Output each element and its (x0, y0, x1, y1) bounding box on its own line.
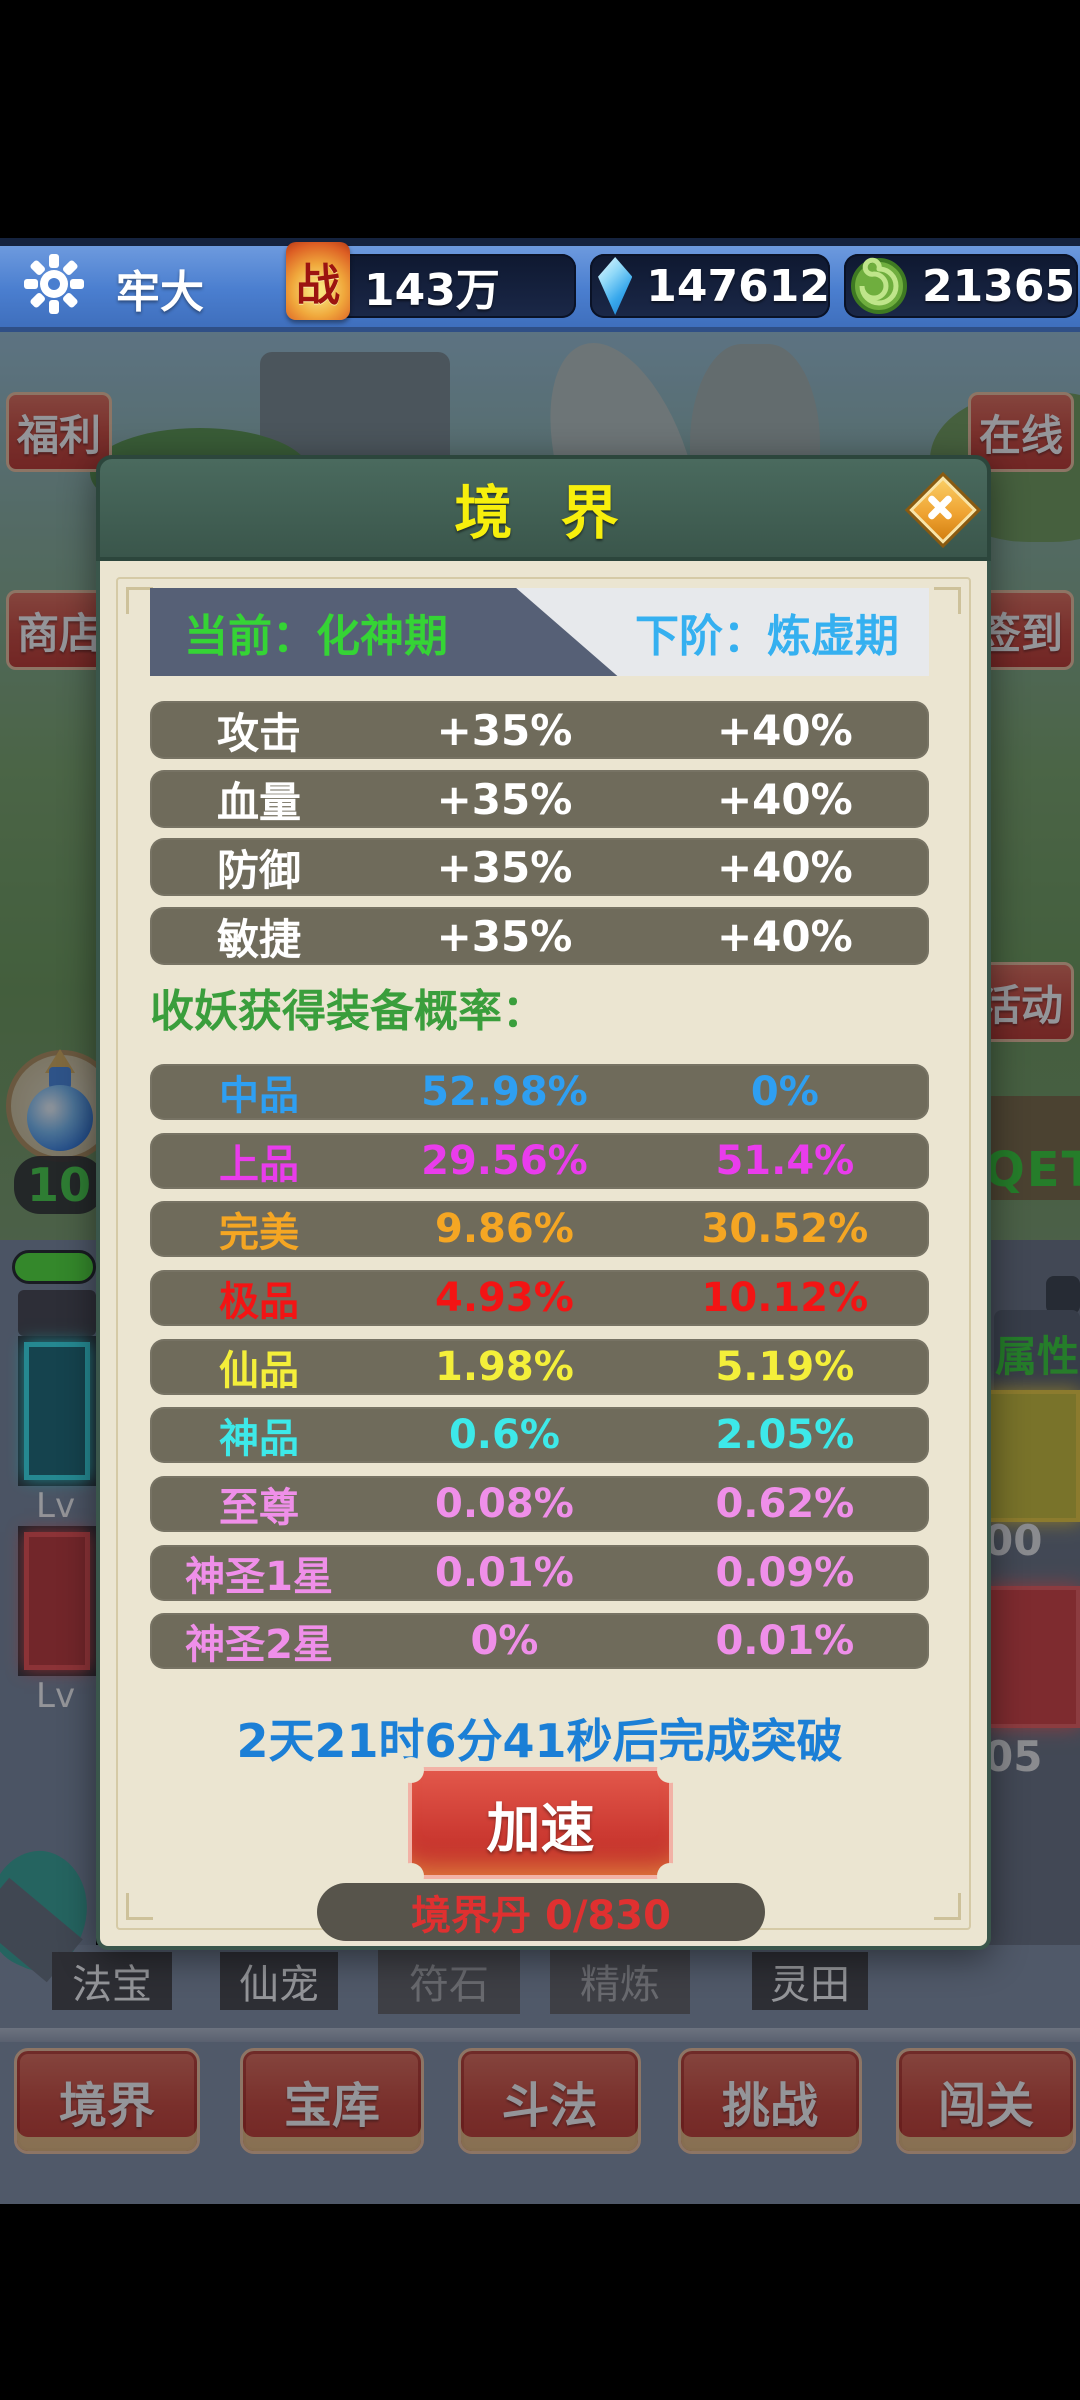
gear-icon (24, 254, 84, 314)
drop-row: 神品 0.6% 2.05% (150, 1407, 929, 1463)
nav-chuangguan[interactable]: 闯关 (896, 2048, 1076, 2154)
signin-label: 签到 (978, 608, 1063, 658)
stat-row: 敏捷 +35% +40% (150, 907, 929, 965)
nav-tiaozhan[interactable]: 挑战 (678, 2048, 862, 2154)
drop-row: 完美 9.86% 30.52% (150, 1201, 929, 1257)
current-realm-label: 当前：化神期 (184, 611, 448, 662)
nav-baoku[interactable]: 宝库 (240, 2048, 424, 2154)
tab-fabao[interactable]: 法宝 (52, 1952, 172, 2010)
crystal-icon (598, 257, 633, 315)
stat-row: 防御 +35% +40% (150, 838, 929, 896)
attributes-button[interactable]: 属性 (994, 1310, 1080, 1396)
crystal-value: 147612 (646, 260, 830, 312)
speed-up-label: 加速 (486, 1796, 595, 1860)
stat-row: 攻击 +35% +40% (150, 701, 929, 759)
crystal-currency-pill[interactable]: 147612 (590, 254, 830, 318)
nav-doufa[interactable]: 斗法 (458, 2048, 641, 2154)
welfare-button[interactable]: 福利 (6, 392, 112, 472)
realm-compare-header: 当前：化神期 下阶：炼虚期 (150, 588, 929, 676)
battle-power-value: 143万 (364, 265, 500, 316)
activity-label: 活动 (978, 980, 1063, 1030)
wooden-sign-graphic (988, 1096, 1080, 1200)
drop-row: 至尊 0.08% 0.62% (150, 1476, 929, 1532)
realm-pill-progress[interactable]: 境界丹 0/830 (317, 1883, 765, 1941)
online-label: 在线 (978, 410, 1063, 460)
shop-label: 商店 (16, 608, 101, 658)
potion-neck-graphic (49, 1067, 71, 1089)
tab-xianchong[interactable]: 仙宠 (220, 1952, 338, 2010)
panel-divider (0, 2028, 1080, 2042)
cyan-item-level: Lv (36, 1486, 76, 1526)
attributes-label: 属性 (994, 1331, 1079, 1381)
right-item-yellow[interactable] (984, 1390, 1080, 1522)
jade-currency-pill[interactable]: 21365 (844, 254, 1078, 318)
breakthrough-countdown: 2天21时6分41秒后完成突破 (236, 1714, 843, 1768)
watermark-text: QETG (984, 1142, 1080, 1198)
drop-row: 极品 4.93% 10.12% (150, 1270, 929, 1326)
close-button[interactable] (904, 471, 982, 549)
equipment-slot-cyan[interactable] (18, 1336, 96, 1486)
next-realm-label: 下阶：炼虚期 (635, 611, 899, 662)
left-dark-box (18, 1290, 96, 1336)
drop-row: 神圣2星 0% 0.01% (150, 1613, 929, 1669)
jade-icon (851, 257, 907, 314)
stat-row: 血量 +35% +40% (150, 770, 929, 828)
red-item-level: Lv (36, 1676, 76, 1716)
battle-power-icon: 战 (286, 242, 350, 320)
equipment-slot-red[interactable] (18, 1526, 96, 1676)
settings-button[interactable] (22, 252, 86, 316)
drop-row: 神圣1星 0.01% 0.09% (150, 1545, 929, 1601)
right-dark-corner (1046, 1276, 1080, 1314)
drop-row: 中品 52.98% 0% (150, 1064, 929, 1120)
battle-power-pill[interactable]: 战 143万 (286, 242, 576, 320)
potion-count-badge: 10 (14, 1156, 104, 1214)
close-icon (908, 475, 972, 539)
right-item2-count: 05 (984, 1732, 1043, 1781)
left-progress-bar (12, 1250, 96, 1284)
potion-count: 10 (26, 1158, 91, 1212)
modal-title: 境 界 (454, 479, 633, 547)
welfare-label: 福利 (16, 410, 101, 460)
tab-fushi[interactable]: 符石 (378, 1948, 520, 2014)
speed-up-button[interactable]: 加速 (398, 1757, 683, 1889)
red-item-icon (24, 1532, 90, 1670)
cyan-item-icon (24, 1342, 90, 1480)
tab-lingtian[interactable]: 灵田 (752, 1952, 868, 2010)
realm-modal: 境 界 当前：化神期 下阶：炼虚期 攻击 +35% +40% 血量 +35% +… (96, 455, 991, 1950)
drop-rate-title: 收妖获得装备概率： (150, 986, 546, 1037)
drop-row: 仙品 1.98% 5.19% (150, 1339, 929, 1395)
shop-button[interactable]: 商店 (6, 590, 112, 670)
right-item1-count: 00 (984, 1516, 1043, 1565)
modal-header: 境 界 (96, 455, 991, 561)
tab-jinglian[interactable]: 精炼 (550, 1948, 690, 2014)
nav-jingjie[interactable]: 境界 (14, 2048, 200, 2154)
player-name: 牢大 (116, 267, 204, 318)
drop-row: 上品 29.56% 51.4% (150, 1133, 929, 1189)
potion-icon (27, 1085, 93, 1151)
jade-value: 21365 (922, 260, 1076, 312)
online-button[interactable]: 在线 (968, 392, 1074, 472)
